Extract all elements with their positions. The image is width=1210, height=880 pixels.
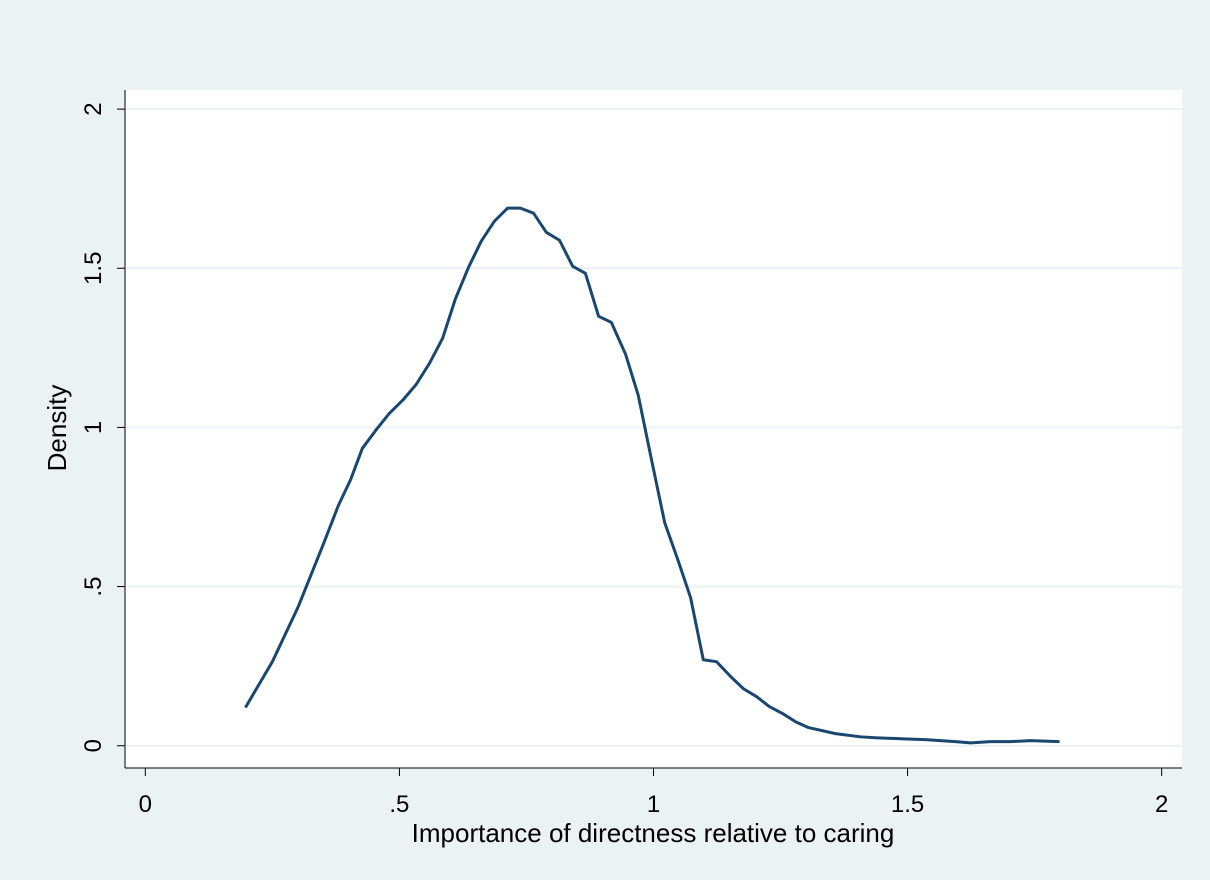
y-tick-label: 1 (80, 421, 107, 434)
y-tick-label: 1.5 (80, 252, 107, 285)
x-tick-label: 1.5 (891, 791, 924, 818)
plot-area (125, 90, 1182, 768)
y-tick-label: 0 (80, 739, 107, 752)
y-axis-title: Density (42, 385, 72, 472)
y-tick-label: 2 (80, 102, 107, 115)
x-tick-label: .5 (389, 791, 409, 818)
density-line (244, 206, 1060, 745)
x-tick-label: 2 (1155, 791, 1168, 818)
x-tick-label: 1 (647, 791, 660, 818)
x-axis-title: Importance of directness relative to car… (412, 818, 895, 848)
x-tick-label: 0 (139, 791, 152, 818)
y-tick-label: .5 (80, 577, 107, 597)
